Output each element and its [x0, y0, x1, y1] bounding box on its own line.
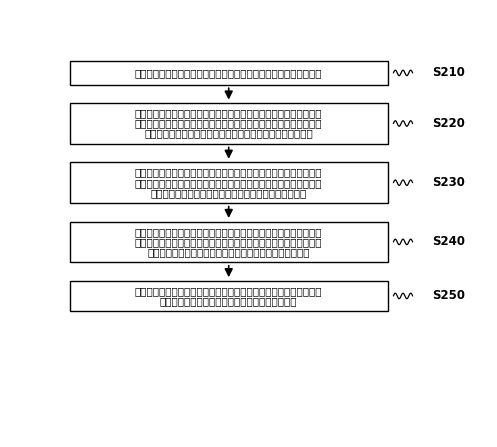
Text: S220: S220 [432, 117, 465, 130]
Bar [70, 281, 388, 311]
Text: S240: S240 [432, 236, 465, 249]
Text: 在图像采集器水平旋转朝向预设交通路口获取当前视觉图像时，采用: 在图像采集器水平旋转朝向预设交通路口获取当前视觉图像时，采用 [135, 108, 323, 118]
Text: S230: S230 [432, 176, 465, 189]
Bar [70, 162, 388, 203]
Text: 图像采集器从朝向预设交通路口起经旋转一圈后的预估位置: 图像采集器从朝向预设交通路口起经旋转一圈后的预估位置 [148, 247, 310, 257]
Text: S250: S250 [432, 290, 465, 303]
Bar [70, 61, 388, 84]
Text: 依据当前雷达数据包括的所述目标关注对象的位置、旋转一圈过程中: 依据当前雷达数据包括的所述目标关注对象的位置、旋转一圈过程中 [135, 227, 323, 237]
Bar [70, 222, 388, 262]
Text: 再次旋转朝向预设交通路口进行下一视觉图像拍摄时，依据预估位置: 再次旋转朝向预设交通路口进行下一视觉图像拍摄时，依据预估位置 [135, 286, 323, 296]
Text: 与图像采集器协同的雷达，确定出现在当前视觉图像的目标关注对象: 与图像采集器协同的雷达，确定出现在当前视觉图像的目标关注对象 [135, 118, 323, 128]
Bar [70, 103, 388, 144]
Text: 控制图像采集器对所述目标关注对象进行跟踪拍摄: 控制图像采集器对所述目标关注对象进行跟踪拍摄 [160, 296, 298, 306]
Text: 在图像采集器从朝向预设交通路口起经旋转一圈后的预估位置: 在图像采集器从朝向预设交通路口起经旋转一圈后的预估位置 [144, 129, 313, 139]
Text: 依据当前雷达数据包括的所述目标关注对象的速度以及所述目标关注: 依据当前雷达数据包括的所述目标关注对象的速度以及所述目标关注 [135, 168, 323, 177]
Text: 器从朝向预设交通路口起旋转一圈过程中的运动矢量信息: 器从朝向预设交通路口起旋转一圈过程中的运动矢量信息 [151, 188, 307, 198]
Text: 确定图像采集器经过当前旋转朝向预设交通路口拍摄的当前视觉图像: 确定图像采集器经过当前旋转朝向预设交通路口拍摄的当前视觉图像 [135, 68, 323, 78]
Text: S210: S210 [432, 67, 465, 80]
Text: 的运动矢量信息以及旋转一圈的运动时间，计算所述目标关注对象在: 的运动矢量信息以及旋转一圈的运动时间，计算所述目标关注对象在 [135, 237, 323, 247]
Text: 对象在预设交通路口的运动方向，预估所述目标关注对象在图像采集: 对象在预设交通路口的运动方向，预估所述目标关注对象在图像采集 [135, 178, 323, 188]
